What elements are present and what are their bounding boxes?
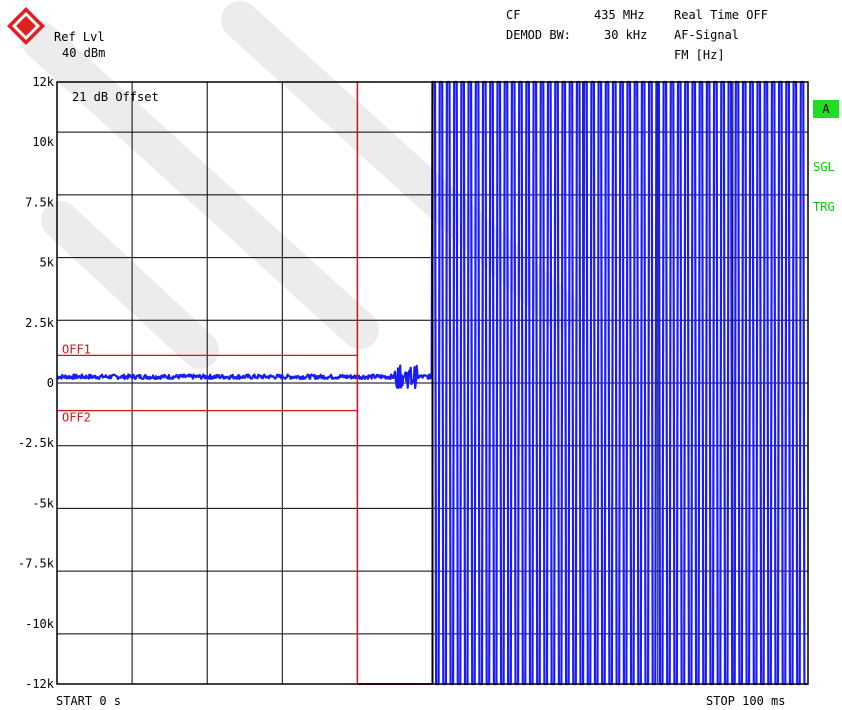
trg-indicator: TRG [813, 200, 835, 214]
y-tick-label: -2.5k [18, 436, 55, 450]
y-tick-label: 7.5k [25, 195, 55, 209]
ref-lvl-label: Ref Lvl [54, 30, 105, 44]
y-tick-label: 5k [40, 256, 55, 270]
plot-frame [56, 81, 809, 685]
y-tick-label: 10k [32, 135, 54, 149]
fm-unit-label: FM [Hz] [674, 48, 725, 62]
y-tick-label: -12k [25, 677, 55, 691]
y-tick-label: -5k [32, 496, 54, 510]
cf-value: 435 MHz [594, 8, 645, 22]
ref-lvl-value: 40 dBm [62, 46, 106, 60]
sgl-indicator: SGL [813, 160, 835, 174]
fm-trace-line [56, 80, 807, 686]
y-tick-label: 0 [47, 376, 54, 390]
trace-a-badge: A [813, 100, 839, 118]
y-tick-label: 2.5k [25, 316, 55, 330]
af-signal-label: AF-Signal [674, 28, 740, 42]
realtime-status: Real Time OFF [674, 8, 768, 22]
demod-bw-value: 30 kHz [604, 28, 648, 42]
offset-annotation: 21 dB Offset [72, 90, 159, 104]
limit-label-off2: OFF2 [62, 411, 91, 425]
cf-label: CF [506, 8, 521, 22]
limit-label-off1: OFF1 [62, 342, 91, 356]
demod-bw-label: DEMOD BW: [506, 28, 572, 42]
y-tick-label: -10k [25, 617, 55, 631]
y-tick-label: -7.5k [18, 557, 55, 571]
rs-logo-icon [7, 7, 45, 45]
sweep-stop-label: STOP 100 ms [706, 694, 786, 708]
y-tick-label: 12k [32, 75, 54, 89]
sweep-start-label: START 0 s [56, 694, 122, 708]
